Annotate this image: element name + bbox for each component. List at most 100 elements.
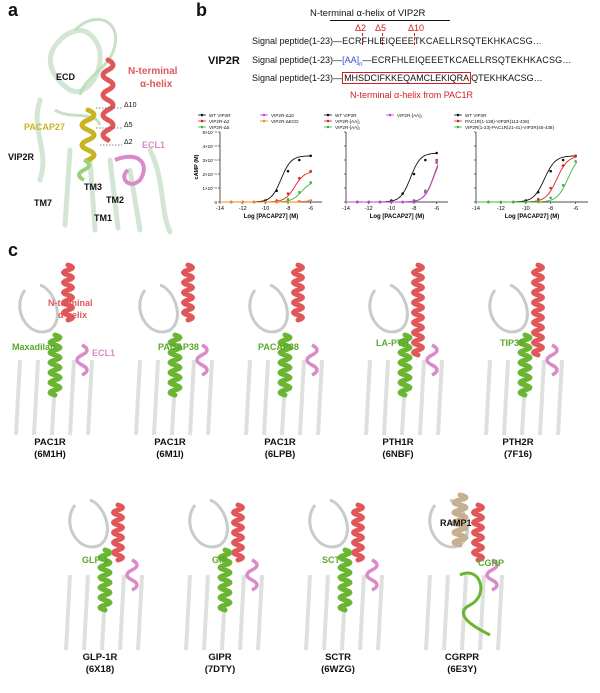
- y-tick-label: 4×10⁻⁹: [203, 144, 218, 149]
- receptor-tm-helix: [322, 574, 330, 651]
- data-point: [574, 154, 577, 158]
- header-bracket: [330, 20, 450, 21]
- receptor-tm-helix: [262, 359, 270, 436]
- receptor-tm-helix: [280, 359, 288, 436]
- data-point: [536, 190, 540, 194]
- legend-marker: [326, 125, 330, 129]
- legend-marker: [456, 119, 460, 123]
- pdb-id: (6X18): [85, 664, 115, 675]
- data-point: [435, 151, 438, 155]
- structure-caption: GIPR (7DTY): [190, 652, 250, 676]
- data-point: [549, 186, 552, 190]
- receptor-name: PAC1R: [154, 437, 186, 448]
- legend-label: VIP2R-[AA]₃: [397, 113, 422, 118]
- receptor-tm-helix: [298, 359, 306, 436]
- label-delta2: Δ2: [124, 139, 133, 146]
- structure-caption: PTH1R (6NBF): [368, 437, 428, 461]
- data-point: [390, 200, 393, 204]
- receptor-tm-helix: [556, 359, 564, 436]
- receptor-tm-helix: [304, 574, 312, 651]
- c-label-ecl1: ECL1: [92, 348, 116, 358]
- delta10-label: Δ10: [408, 23, 425, 33]
- ligand-label: SCT: [322, 555, 340, 565]
- label-vip2r: VIP2R: [8, 152, 35, 162]
- data-point: [286, 169, 290, 173]
- x-tick-label: -14: [342, 206, 350, 212]
- receptor-tm-helix: [256, 574, 264, 651]
- data-point: [424, 158, 427, 162]
- series-curve: [476, 155, 577, 203]
- series-curve: [220, 182, 313, 203]
- x-tick-label: -14: [472, 206, 480, 212]
- ramp1-helix: [451, 492, 469, 548]
- data-point: [512, 200, 515, 204]
- ecl1-loop: [545, 343, 559, 377]
- vip2r-label: VIP2R: [208, 55, 240, 67]
- n-terminal-helix: [471, 502, 485, 563]
- structure-caption: SCTR (6WZG): [308, 652, 368, 676]
- data-point: [309, 181, 312, 184]
- receptor-tm-helix: [316, 359, 324, 436]
- label-tm3: TM3: [84, 182, 102, 192]
- data-point: [264, 200, 267, 204]
- x-tick-label: -10: [261, 206, 269, 212]
- legend-marker: [388, 113, 392, 117]
- legend-label: VIP2R-Δ2: [209, 119, 230, 124]
- receptor-tm-helix: [382, 359, 390, 436]
- y-tick-label: 0: [214, 200, 217, 205]
- receptor-tm-helix: [32, 359, 40, 436]
- receptor-tm-helix: [118, 574, 126, 651]
- ligand-helix: [517, 332, 533, 398]
- data-point: [309, 154, 312, 158]
- n-terminal-helix: [61, 262, 75, 323]
- legend-marker: [262, 113, 266, 117]
- legend-marker: [262, 119, 266, 123]
- label-tm7: TM7: [34, 198, 52, 208]
- data-point: [230, 200, 233, 204]
- data-point: [286, 192, 290, 195]
- x-tick-label: -6: [573, 206, 578, 212]
- receptor-tm-helix: [82, 574, 90, 651]
- ligand-helix: [397, 332, 413, 398]
- legend-label: VIP2R-[AA]₂: [335, 125, 360, 130]
- ecl1-loop: [485, 558, 499, 592]
- receptor-tm-helix: [424, 574, 432, 651]
- data-point: [286, 197, 290, 201]
- receptor-tm-helix: [64, 574, 72, 651]
- panel-label-b: b: [196, 0, 207, 20]
- ligand-helix: [97, 547, 113, 613]
- label-delta5: Δ5: [124, 122, 133, 129]
- data-point: [536, 197, 540, 201]
- pacap27-helix: [79, 107, 97, 163]
- x-tick-label: -8: [412, 206, 417, 212]
- legend-marker: [456, 113, 460, 117]
- legend-label: WT VIP2R: [209, 113, 231, 118]
- receptor-name: PTH2R: [502, 437, 534, 448]
- delta2-label: Δ2: [355, 23, 367, 33]
- ligand-coil: [459, 571, 491, 637]
- ecl1-loop: [125, 558, 139, 592]
- panel-label-c: c: [8, 240, 19, 260]
- y-tick-label: 3×10⁻⁹: [203, 158, 218, 163]
- pdb-id: (6E3Y): [447, 664, 477, 675]
- legend-marker: [200, 113, 204, 117]
- receptor-tm-helix: [184, 574, 192, 651]
- n-terminal-helix: [531, 262, 545, 358]
- receptor-name: GLP-1R: [82, 652, 118, 663]
- receptor-name: GIPR: [208, 652, 232, 663]
- receptor-tm-helix: [244, 359, 252, 436]
- data-point: [412, 199, 416, 202]
- receptor-tm-helix: [220, 574, 228, 651]
- ecl1-loop: [245, 558, 259, 592]
- legend-marker: [326, 119, 330, 123]
- label-ecd: ECD: [56, 72, 76, 82]
- data-point: [499, 200, 503, 204]
- pdb-id: (6LPB): [264, 449, 296, 460]
- data-point: [549, 169, 552, 173]
- label-tm2: TM2: [106, 195, 124, 205]
- chart-chimeras: WT VIP2RPAC1R(1-138)-VIP2R(113-438)VIP2R…: [454, 113, 588, 220]
- receptor-tm-helix: [238, 574, 246, 651]
- legend-label: VIP2R-Δ5: [209, 125, 230, 130]
- data-point: [561, 164, 565, 167]
